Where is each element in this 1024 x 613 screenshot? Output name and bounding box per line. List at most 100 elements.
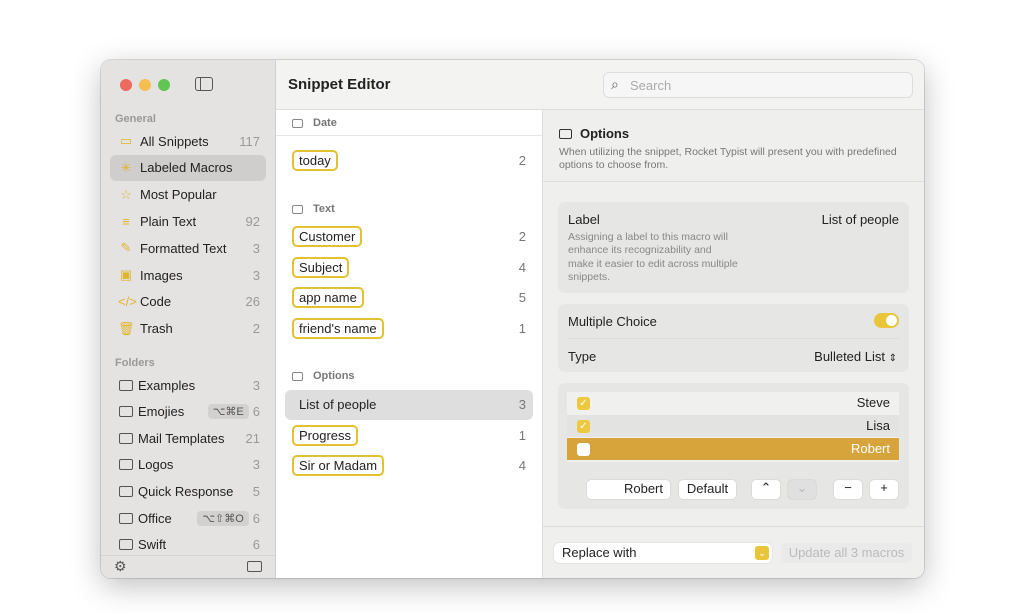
option-checkbox[interactable] (577, 443, 590, 456)
option-checkbox[interactable]: ✓ (577, 397, 590, 410)
folder-label: Logos (138, 457, 174, 473)
text-field-icon (292, 204, 303, 214)
sidebar-item-count: 26 (245, 294, 260, 310)
macro-token[interactable]: app name (292, 287, 364, 308)
sidebar-item-formatted-text[interactable]: ✎ Formatted Text 3 (110, 235, 266, 261)
sidebar-item-count: 3 (252, 267, 260, 283)
search-placeholder: Search (630, 78, 672, 93)
folder-label: Examples (138, 377, 196, 393)
folder-count: 3 (252, 377, 260, 393)
new-folder-icon[interactable] (247, 561, 262, 572)
sidebar-item-trash[interactable]: 🗑 Trash 2 (110, 316, 266, 342)
label-value-field[interactable]: List of people (821, 212, 899, 227)
remove-option-button[interactable]: − (834, 480, 862, 499)
tray-icon: ▭ (119, 133, 133, 148)
type-label: Type (568, 349, 597, 364)
option-row[interactable]: Robert (567, 438, 899, 460)
folder-label: Swift (138, 537, 167, 553)
folder-icon (119, 539, 133, 551)
search-icon: ⌕ (611, 76, 619, 92)
sidebar-item-label: Most Popular (140, 187, 217, 203)
sidebar-item-labeled-macros[interactable]: ✳ Labeled Macros (110, 154, 266, 181)
choice-card: Multiple Choice Type Bulleted List ⇕ (558, 304, 909, 372)
folder-swift[interactable]: Swift 6 (110, 535, 266, 555)
label-card: Label List of people Assigning a label t… (558, 202, 909, 293)
image-icon: ▣ (119, 267, 133, 282)
updown-chevron-icon: ⇕ (888, 353, 897, 364)
multiple-choice-toggle[interactable] (874, 313, 899, 328)
macro-count: 4 (518, 458, 526, 473)
folder-icon (119, 512, 133, 524)
selected-row-bg (285, 390, 533, 420)
macro-count: 1 (518, 321, 526, 336)
folder-count: 3 (252, 457, 260, 473)
sidebar-item-all-snippets[interactable]: ▭ All Snippets 117 (110, 128, 266, 154)
close-button[interactable] (120, 79, 132, 91)
default-button[interactable]: Default (679, 480, 736, 499)
multiple-choice-label: Multiple Choice (568, 314, 657, 329)
folder-count: 6 (252, 537, 260, 553)
macro-count: 1 (518, 428, 526, 443)
macro-list: Date Text Options today 2 Customer 2 Subject… (276, 110, 543, 578)
sidebar-item-plain-text[interactable]: ≡ Plain Text 92 (110, 208, 266, 234)
minimize-button[interactable] (139, 79, 151, 91)
folder-label: Quick Response (138, 483, 234, 499)
sidebar-item-code[interactable]: </> Code 26 (110, 289, 266, 315)
sparkle-icon: ✳ (120, 159, 132, 175)
list-icon (292, 371, 303, 381)
sidebar-item-count: 117 (239, 133, 260, 149)
macro-token[interactable]: today (292, 150, 338, 171)
replace-with-select[interactable]: Replace with ⌄ (554, 543, 772, 563)
options-icon (559, 128, 572, 139)
folder-office[interactable]: Office ⌥⇧⌘O 6 (110, 508, 266, 528)
sidebar-toggle-icon[interactable] (195, 77, 213, 91)
move-up-button[interactable]: ⌃ (752, 480, 780, 499)
folder-emojies[interactable]: Emojies ⌥⌘E 6 (110, 402, 266, 422)
move-down-button[interactable]: ⌄ (788, 480, 816, 499)
zoom-button[interactable] (158, 79, 170, 91)
section-general: General (115, 113, 156, 125)
sidebar-item-label: Formatted Text (140, 240, 227, 256)
star-icon: ☆ (120, 186, 132, 202)
group-date: Date (292, 117, 337, 129)
folder-count: 5 (252, 483, 260, 499)
macro-token[interactable]: Sir or Madam (292, 455, 385, 476)
folder-logos[interactable]: Logos 3 (110, 455, 266, 475)
option-row[interactable]: ✓ Steve (567, 392, 899, 414)
search-input[interactable]: ⌕ Search (603, 72, 913, 98)
folder-quick-response[interactable]: Quick Response 5 (110, 481, 266, 501)
lines-icon: ≡ (122, 213, 130, 229)
macro-token[interactable]: Subject (292, 257, 350, 278)
folder-icon (119, 406, 133, 418)
sidebar-item-images[interactable]: ▣ Images 3 (110, 262, 266, 288)
option-row[interactable]: ✓ Lisa (567, 415, 899, 437)
folder-mail-templates[interactable]: Mail Templates 21 (110, 428, 266, 448)
add-option-button[interactable]: + (870, 480, 898, 499)
sidebar-item-label: Labeled Macros (140, 160, 233, 176)
macro-token[interactable]: Progress (292, 425, 359, 446)
sidebar-item-most-popular[interactable]: ☆ Most Popular (110, 182, 266, 208)
option-checkbox[interactable]: ✓ (577, 420, 590, 433)
chevron-down-icon: ⌄ (755, 546, 769, 560)
option-name-input[interactable]: Robert (587, 480, 670, 499)
label-help: Assigning a label to this macro will enh… (568, 231, 738, 283)
sidebar-item-label: Trash (140, 321, 173, 337)
folder-examples[interactable]: Examples 3 (110, 375, 266, 395)
folder-count: 6 (252, 404, 260, 420)
macro-token[interactable]: Customer (292, 226, 363, 247)
macro-item[interactable]: List of people (299, 397, 377, 412)
folder-icon (119, 379, 133, 391)
update-all-button[interactable]: Update all 3 macros (781, 543, 912, 563)
group-text: Text (292, 203, 335, 215)
window-title: Snippet Editor (288, 76, 391, 93)
sidebar-item-label: Plain Text (140, 213, 197, 229)
macro-token[interactable]: friend's name (292, 318, 384, 339)
type-select[interactable]: Bulleted List ⇕ (814, 349, 897, 364)
option-name: Lisa (866, 418, 890, 433)
macro-count: 4 (518, 260, 526, 275)
shortcut-badge: ⌥⇧⌘O (197, 510, 249, 526)
settings-gear-icon[interactable]: ⚙ (114, 558, 127, 574)
macro-count: 2 (518, 229, 526, 244)
sidebar: General ▭ All Snippets 117 ✳ Labeled Macros ☆… (101, 60, 276, 578)
detail-title: Options (580, 126, 630, 141)
